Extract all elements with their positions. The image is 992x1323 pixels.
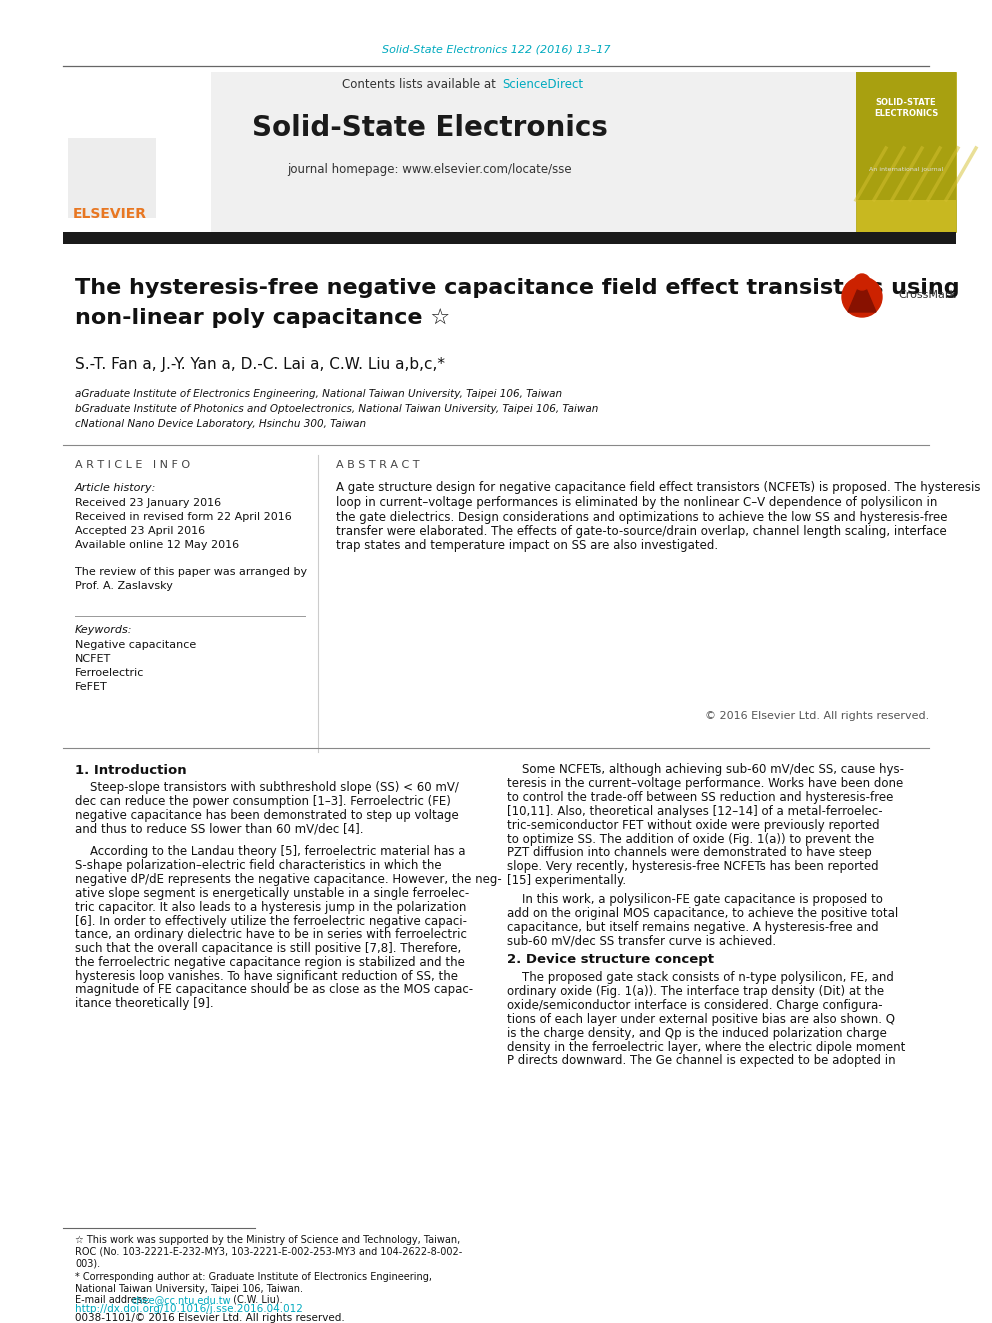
Text: loop in current–voltage performances is eliminated by the nonlinear C–V dependen: loop in current–voltage performances is … [336,496,937,509]
Text: teresis in the current–voltage performance. Works have been done: teresis in the current–voltage performan… [507,778,904,790]
Text: 003).: 003). [75,1259,100,1269]
Text: http://dx.doi.org/10.1016/j.sse.2016.04.012: http://dx.doi.org/10.1016/j.sse.2016.04.… [75,1304,303,1314]
Text: hysteresis loop vanishes. To have significant reduction of SS, the: hysteresis loop vanishes. To have signif… [75,970,458,983]
Text: An international journal: An international journal [869,168,943,172]
Text: E-mail address:: E-mail address: [75,1295,154,1304]
Text: P directs downward. The Ge channel is expected to be adopted in: P directs downward. The Ge channel is ex… [507,1054,896,1068]
Text: Available online 12 May 2016: Available online 12 May 2016 [75,540,239,550]
Circle shape [842,277,882,318]
Text: Solid-State Electronics: Solid-State Electronics [252,114,608,142]
Text: non-linear poly capacitance ☆: non-linear poly capacitance ☆ [75,308,450,328]
Text: 1. Introduction: 1. Introduction [75,763,186,777]
Text: A R T I C L E   I N F O: A R T I C L E I N F O [75,460,190,470]
Text: Solid-State Electronics 122 (2016) 13–17: Solid-State Electronics 122 (2016) 13–17 [382,45,610,56]
Text: such that the overall capacitance is still positive [7,8]. Therefore,: such that the overall capacitance is sti… [75,942,461,955]
Bar [63,232,956,243]
Text: ative slope segment is energetically unstable in a single ferroelec-: ative slope segment is energetically uns… [75,886,469,900]
Circle shape [854,274,870,290]
Text: cNational Nano Device Laboratory, Hsinchu 300, Taiwan: cNational Nano Device Laboratory, Hsinch… [75,419,366,429]
Text: chee@cc.ntu.edu.tw: chee@cc.ntu.edu.tw [132,1295,231,1304]
Text: density in the ferroelectric layer, where the electric dipole moment: density in the ferroelectric layer, wher… [507,1040,906,1053]
Text: The proposed gate stack consists of n-type polysilicon, FE, and: The proposed gate stack consists of n-ty… [507,971,894,984]
Text: is the charge density, and Qp is the induced polarization charge: is the charge density, and Qp is the ind… [507,1027,887,1040]
Text: Accepted 23 April 2016: Accepted 23 April 2016 [75,527,205,536]
Text: The review of this paper was arranged by: The review of this paper was arranged by [75,568,308,577]
Text: Received in revised form 22 April 2016: Received in revised form 22 April 2016 [75,512,292,523]
Text: to optimize SS. The addition of oxide (Fig. 1(a)) to prevent the: to optimize SS. The addition of oxide (F… [507,832,874,845]
Text: ordinary oxide (Fig. 1(a)). The interface trap density (Dit) at the: ordinary oxide (Fig. 1(a)). The interfac… [507,986,884,999]
Text: sub-60 mV/dec SS transfer curve is achieved.: sub-60 mV/dec SS transfer curve is achie… [507,935,776,947]
Text: The hysteresis-free negative capacitance field effect transistors using: The hysteresis-free negative capacitance… [75,278,959,298]
Text: * Corresponding author at: Graduate Institute of Electronics Engineering,: * Corresponding author at: Graduate Inst… [75,1271,432,1282]
Text: Negative capacitance: Negative capacitance [75,640,196,650]
Text: According to the Landau theory [5], ferroelectric material has a: According to the Landau theory [5], ferr… [75,845,465,859]
Text: ScienceDirect: ScienceDirect [502,78,583,90]
Text: Some NCFETs, although achieving sub-60 mV/dec SS, cause hys-: Some NCFETs, although achieving sub-60 m… [507,763,904,777]
Bar [856,71,956,232]
Text: 0038-1101/© 2016 Elsevier Ltd. All rights reserved.: 0038-1101/© 2016 Elsevier Ltd. All right… [75,1312,345,1323]
Bar [63,71,211,232]
Text: dec can reduce the power consumption [1–3]. Ferroelectric (FE): dec can reduce the power consumption [1–… [75,795,451,808]
Text: Received 23 January 2016: Received 23 January 2016 [75,497,221,508]
Text: the ferroelectric negative capacitance region is stabilized and the: the ferroelectric negative capacitance r… [75,957,465,968]
Text: Article history:: Article history: [75,483,157,493]
Text: tric capacitor. It also leads to a hysteresis jump in the polarization: tric capacitor. It also leads to a hyste… [75,901,466,914]
Text: (C.W. Liu).: (C.W. Liu). [230,1295,283,1304]
Text: PZT diffusion into channels were demonstrated to have steep: PZT diffusion into channels were demonst… [507,847,872,860]
Text: 2. Device structure concept: 2. Device structure concept [507,954,714,967]
Text: S-shape polarization–electric field characteristics in which the: S-shape polarization–electric field char… [75,860,441,872]
Text: slope. Very recently, hysteresis-free NCFETs has been reported: slope. Very recently, hysteresis-free NC… [507,860,879,873]
Text: ☆ This work was supported by the Ministry of Science and Technology, Taiwan,: ☆ This work was supported by the Ministr… [75,1234,460,1245]
Text: oxide/semiconductor interface is considered. Charge configura-: oxide/semiconductor interface is conside… [507,999,883,1012]
Text: and thus to reduce SS lower than 60 mV/dec [4].: and thus to reduce SS lower than 60 mV/d… [75,823,363,836]
Bar [856,71,956,200]
Bar [68,138,156,218]
Text: journal homepage: www.elsevier.com/locate/sse: journal homepage: www.elsevier.com/locat… [288,164,572,176]
Text: capacitance, but itself remains negative. A hysteresis-free and: capacitance, but itself remains negative… [507,921,879,934]
Bar [63,71,856,232]
Text: ROC (No. 103-2221-E-232-MY3, 103-2221-E-002-253-MY3 and 104-2622-8-002-: ROC (No. 103-2221-E-232-MY3, 103-2221-E-… [75,1248,462,1257]
Text: trap states and temperature impact on SS are also investigated.: trap states and temperature impact on SS… [336,540,718,553]
Text: A gate structure design for negative capacitance field effect transistors (NCFET: A gate structure design for negative cap… [336,482,980,495]
Text: tions of each layer under external positive bias are also shown. Q: tions of each layer under external posit… [507,1013,895,1025]
Text: National Taiwan University, Taipei 106, Taiwan.: National Taiwan University, Taipei 106, … [75,1285,303,1294]
Text: itance theoretically [9].: itance theoretically [9]. [75,998,213,1011]
Text: magnitude of FE capacitance should be as close as the MOS capac-: magnitude of FE capacitance should be as… [75,983,473,996]
Text: ELSEVIER: ELSEVIER [73,206,147,221]
Text: CrossMark: CrossMark [898,290,956,300]
Text: aGraduate Institute of Electronics Engineering, National Taiwan University, Taip: aGraduate Institute of Electronics Engin… [75,389,562,400]
Text: tance, an ordinary dielectric have to be in series with ferroelectric: tance, an ordinary dielectric have to be… [75,929,467,941]
Text: tric-semiconductor FET without oxide were previously reported: tric-semiconductor FET without oxide wer… [507,819,880,832]
Text: FeFET: FeFET [75,681,108,692]
Text: In this work, a polysilicon-FE gate capacitance is proposed to: In this work, a polysilicon-FE gate capa… [507,893,883,906]
Text: the gate dielectrics. Design considerations and optimizations to achieve the low: the gate dielectrics. Design considerati… [336,511,947,524]
Text: Ferroelectric: Ferroelectric [75,668,145,677]
Text: [6]. In order to effectively utilize the ferroelectric negative capaci-: [6]. In order to effectively utilize the… [75,914,467,927]
Text: SOLID-STATE
ELECTRONICS: SOLID-STATE ELECTRONICS [874,98,938,118]
Text: [15] experimentally.: [15] experimentally. [507,875,626,886]
Text: negative dP/dE represents the negative capacitance. However, the neg-: negative dP/dE represents the negative c… [75,873,502,886]
Text: to control the trade-off between SS reduction and hysteresis-free: to control the trade-off between SS redu… [507,791,894,804]
Text: Contents lists available at: Contents lists available at [342,78,500,90]
Text: Keywords:: Keywords: [75,624,133,635]
Text: © 2016 Elsevier Ltd. All rights reserved.: © 2016 Elsevier Ltd. All rights reserved… [704,710,929,721]
Text: negative capacitance has been demonstrated to step up voltage: negative capacitance has been demonstrat… [75,810,458,822]
Text: Prof. A. Zaslavsky: Prof. A. Zaslavsky [75,581,173,591]
Text: transfer were elaborated. The effects of gate-to-source/drain overlap, channel l: transfer were elaborated. The effects of… [336,525,946,538]
Text: S.-T. Fan a, J.-Y. Yan a, D.-C. Lai a, C.W. Liu a,b,c,*: S.-T. Fan a, J.-Y. Yan a, D.-C. Lai a, C… [75,356,445,372]
Text: Steep-slope transistors with subthreshold slope (SS) < 60 mV/: Steep-slope transistors with subthreshol… [75,782,459,795]
Text: bGraduate Institute of Photonics and Optoelectronics, National Taiwan University: bGraduate Institute of Photonics and Opt… [75,404,598,414]
Text: [10,11]. Also, theoretical analyses [12–14] of a metal-ferroelec-: [10,11]. Also, theoretical analyses [12–… [507,804,883,818]
Text: NCFET: NCFET [75,654,111,664]
Text: add on the original MOS capacitance, to achieve the positive total: add on the original MOS capacitance, to … [507,908,898,921]
Polygon shape [848,279,876,312]
Text: A B S T R A C T: A B S T R A C T [336,460,420,470]
